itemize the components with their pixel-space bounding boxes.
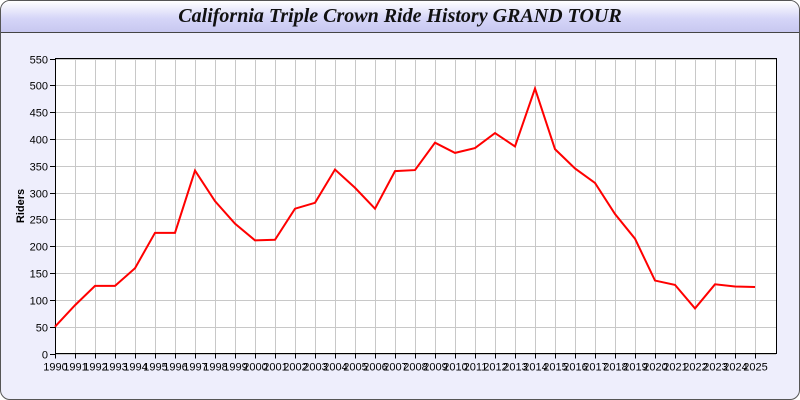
x-tick-label: 2006	[363, 362, 387, 374]
x-tick-label: 1998	[203, 362, 227, 374]
x-tick-label: 2020	[643, 362, 667, 374]
x-tick-label: 1994	[123, 362, 147, 374]
x-tick-label: 1997	[183, 362, 207, 374]
x-tick-label: 2024	[723, 362, 747, 374]
x-tick-label: 2004	[323, 362, 347, 374]
x-tick-label: 1990	[43, 362, 67, 374]
x-tick-label: 2011	[464, 362, 488, 374]
x-tick-label: 1992	[83, 362, 107, 374]
x-tick-label: 2014	[523, 362, 547, 374]
x-tick-label: 2010	[443, 362, 467, 374]
y-tick-label: 300	[30, 189, 48, 201]
y-tick-label: 200	[30, 242, 48, 254]
x-tick-label: 2025	[743, 362, 767, 374]
x-tick-label: 2002	[283, 362, 307, 374]
y-tick-label: 400	[30, 135, 48, 147]
x-tick-label: 2008	[403, 362, 427, 374]
x-tick-label: 2018	[603, 362, 627, 374]
series-line	[54, 85, 756, 328]
x-tick-label: 1995	[143, 362, 167, 374]
y-tick-label: 550	[30, 55, 48, 67]
x-tick-label: 2000	[243, 362, 267, 374]
y-tick-label: 100	[30, 296, 48, 308]
x-tick-label: 2009	[423, 362, 447, 374]
y-tick-label: 50	[36, 323, 48, 335]
chart-title: California Triple Crown Ride History GRA…	[178, 5, 622, 27]
y-tick-label: 350	[30, 162, 48, 174]
x-tick-label: 2007	[383, 362, 407, 374]
x-tick-label: 2001	[263, 362, 287, 374]
y-tick-label: 150	[30, 269, 48, 281]
x-tick-label: 2012	[483, 362, 507, 374]
y-tick-label: 0	[42, 350, 48, 362]
title-bar: California Triple Crown Ride History GRA…	[1, 1, 799, 33]
x-tick-label: 1996	[163, 362, 187, 374]
x-tick-label: 2019	[623, 362, 647, 374]
x-tick-label: 2023	[703, 362, 727, 374]
y-tick-label: 250	[30, 215, 48, 227]
x-tick-label: 1999	[223, 362, 247, 374]
y-tick-label: 500	[30, 81, 48, 93]
x-tick-label: 2021	[663, 362, 687, 374]
x-tick-label: 2016	[563, 362, 587, 374]
x-tick-label: 2013	[503, 362, 527, 374]
x-tick-label: 1991	[63, 362, 87, 374]
x-tick-label: 2005	[343, 362, 367, 374]
y-tick-label: 450	[30, 108, 48, 120]
x-tick-label: 2015	[543, 362, 567, 374]
x-tick-label: 2003	[303, 362, 327, 374]
x-tick-label: 2017	[583, 362, 607, 374]
y-axis-label: Riders	[15, 189, 27, 223]
x-tick-label: 1993	[103, 362, 127, 374]
x-tick-label: 2022	[683, 362, 707, 374]
